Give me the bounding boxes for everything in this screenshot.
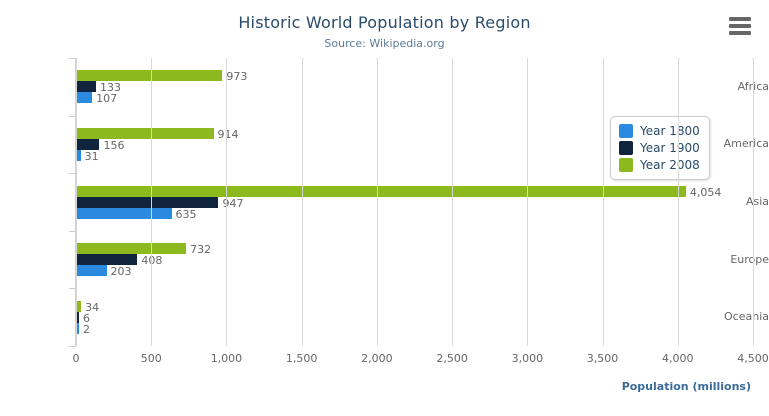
gridline [527,58,529,346]
y-axis-tick [69,58,76,59]
bar[interactable] [76,185,686,197]
category-label: Europe [730,252,769,266]
bar-value-label: 107 [96,92,118,106]
bar-value-label: 34 [85,300,100,314]
hamburger-menu-icon[interactable] [729,17,751,35]
y-axis-tick [69,115,76,117]
bar-value-label: 31 [84,149,99,163]
x-tick-label: 4,000 [662,352,694,365]
bar[interactable] [76,322,79,334]
bar-value-label: 2 [83,322,90,336]
bar[interactable] [76,149,81,161]
gridline [301,58,303,346]
bar[interactable] [76,138,100,150]
category-label: Oceania [724,310,769,324]
legend-label: Year 1900 [640,140,700,155]
category-label: America [723,137,769,151]
menu-line [729,24,751,28]
category-label: Asia [745,195,769,208]
x-tick-label: 0 [72,352,80,365]
bar-value-label: 947 [222,196,244,210]
x-tick-label: 3,000 [511,352,544,365]
y-axis-line [75,58,76,346]
legend-label: Year 2008 [640,157,700,172]
y-axis-tick [69,346,76,347]
menu-line [729,17,751,21]
x-tick-label: 4,500 [737,352,769,365]
legend-label: Year 1800 [640,123,700,138]
x-tick-label: 500 [140,352,162,365]
bar[interactable] [76,300,82,312]
bar[interactable] [76,311,79,323]
gridline [76,58,77,346]
chart-subtitle: Source: Wikipedia.org [324,37,445,50]
y-axis-tick [69,173,76,175]
legend-color-swatch [619,140,633,155]
plot-area: 973133107914156314,054947635732408203346… [76,58,753,346]
gridline [151,58,153,346]
legend-item[interactable]: Year 1900 [619,139,700,156]
bar-value-label: 732 [190,243,212,257]
x-tick-label: 2,000 [361,352,393,365]
bar-value-label: 156 [103,138,125,152]
gridline [226,58,228,346]
bar-value-label: 973 [226,70,248,84]
bar-value-label: 914 [217,127,239,141]
legend-color-swatch [619,123,633,138]
bar-value-label: 635 [175,207,197,221]
bar[interactable] [76,207,172,219]
bar-value-label: 203 [110,265,132,279]
bar[interactable] [76,196,219,208]
bar-value-label: 4,054 [689,185,722,199]
bar[interactable] [76,265,107,277]
legend-item[interactable]: Year 2008 [619,156,700,173]
chart-legend: Year 1800 Year 1900 Year 2008 [610,116,710,180]
gridline [602,58,604,346]
legend-color-swatch [619,157,633,172]
bar-value-label: 133 [100,81,121,95]
bar[interactable] [76,127,214,139]
gridline [376,58,378,346]
y-axis-tick [69,230,76,232]
gridline [753,58,754,346]
bar[interactable] [76,81,96,93]
x-axis-title: Population (millions) [621,380,751,393]
bar[interactable] [76,254,138,266]
y-axis-tick [69,288,76,290]
legend-item[interactable]: Year 1800 [619,122,700,139]
bar[interactable] [76,70,223,82]
chart-title: Historic World Population by Region [238,13,531,32]
x-tick-label: 1,000 [210,352,243,365]
menu-line [729,31,751,35]
x-tick-label: 3,500 [586,352,619,365]
bar-value-label: 6 [83,311,90,325]
x-tick-label: 1,500 [285,352,318,365]
bar[interactable] [76,243,187,255]
gridline [452,58,454,346]
bar[interactable] [76,92,93,104]
x-tick-label: 2,500 [436,352,468,365]
gridline [677,58,679,346]
